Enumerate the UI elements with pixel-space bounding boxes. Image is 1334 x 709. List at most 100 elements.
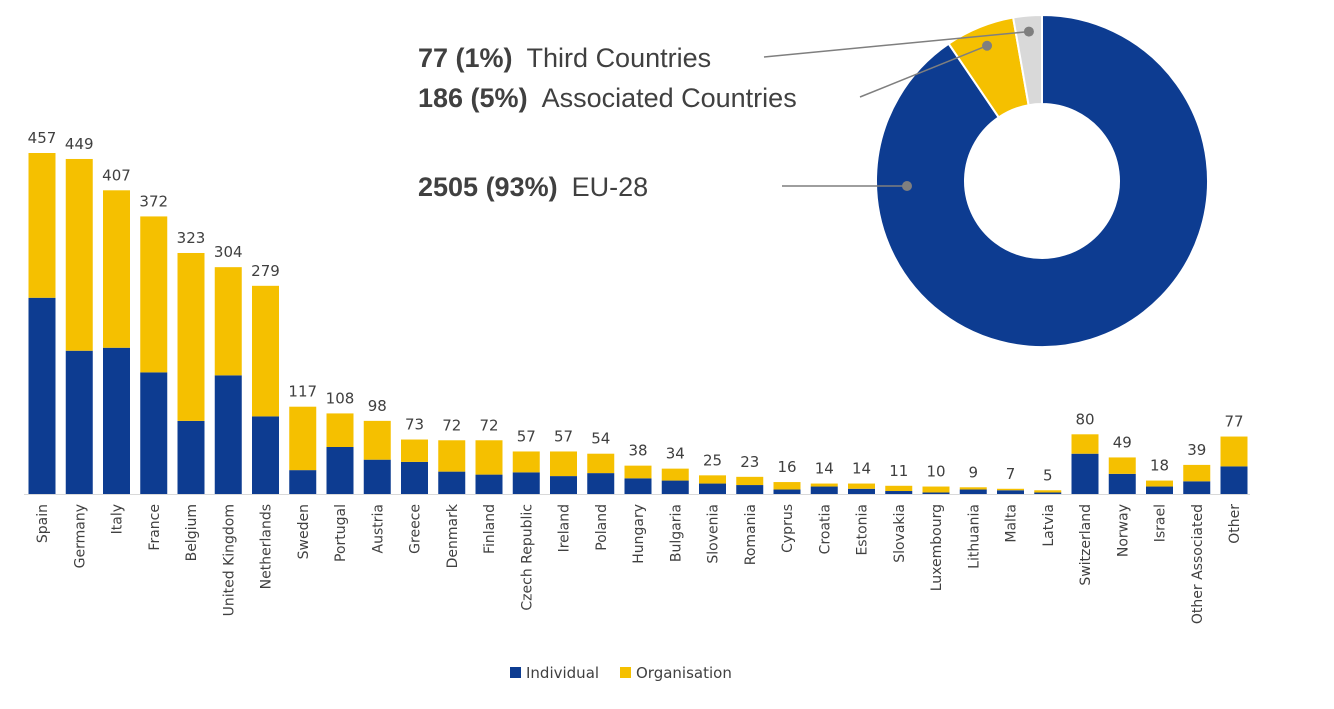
bar-individual-finland [475,474,503,494]
data-label-ireland: 57 [554,427,573,445]
data-label-romania: 23 [740,453,759,471]
data-label-israel: 18 [1150,457,1169,475]
bar-individual-ireland [550,476,577,494]
bar-individual-slovenia [699,483,726,494]
pie-value-label-associated-countries: 186 (5%) [418,83,528,113]
bar-organisation-latvia [1034,490,1062,493]
bar-individual-portugal [326,446,354,494]
data-label-france: 372 [139,192,168,210]
bar-individual-netherlands [252,416,279,494]
bar-organisation-italy [103,190,130,348]
bar-individual-united-kingdom [214,375,242,494]
pie-category-label-eu-28: EU-28 [572,172,649,202]
tick-label-denmark: Denmark [445,503,461,568]
bar-individual-malta [997,490,1024,494]
bar-individual-spain [28,297,56,494]
bar-individual-cyprus [773,489,801,494]
bar-individual-greece [401,461,428,494]
tick-label-poland: Poland [594,504,610,551]
bar-organisation-czech-republic [512,451,540,473]
bar-organisation-hungary [624,465,652,479]
bar-individual-norway [1108,473,1136,494]
data-label-germany: 449 [65,135,94,153]
tick-label-greece: Greece [408,504,424,554]
tick-label-italy: Italy [110,504,126,534]
data-label-greece: 73 [405,416,424,434]
data-label-latvia: 5 [1043,466,1053,484]
leader-dot-eu-28 [902,181,912,191]
bar-individual-croatia [810,486,838,494]
tick-label-switzerland: Switzerland [1078,504,1094,586]
tick-label-ireland: Ireland [557,504,573,552]
bar-individual-estonia [848,488,875,494]
bar-individual-lithuania [959,489,987,494]
pie-slice-eu-28 [875,13,1209,348]
tick-label-slovenia: Slovenia [706,504,722,564]
bar-organisation-slovakia [885,485,913,492]
data-label-slovenia: 25 [703,451,722,469]
data-label-luxembourg: 10 [926,463,945,481]
bar-organisation-israel [1146,480,1173,487]
bar-organisation-other [1220,436,1248,467]
bar-individual-bulgaria [661,480,689,494]
bar-organisation-croatia [810,483,838,487]
legend-swatch-individual [510,667,521,678]
tick-label-croatia: Croatia [817,504,833,554]
bar-organisation-bulgaria [661,468,689,481]
bar-organisation-finland [475,440,503,475]
pie-value-label-eu-28: 2505 (93%) [418,172,558,202]
bar-organisation-poland [587,453,615,474]
bar-organisation-other-associated [1183,464,1211,482]
tick-label-portugal: Portugal [333,504,349,562]
leader-dot-associated-countries [982,40,993,51]
data-label-poland: 54 [591,430,610,448]
tick-label-austria: Austria [370,504,386,553]
bar-organisation-germany [65,158,93,351]
bar-organisation-portugal [326,413,354,447]
data-label-other-associated: 39 [1187,441,1206,459]
tick-label-latvia: Latvia [1041,504,1057,547]
data-label-other: 77 [1224,413,1243,431]
tick-label-estonia: Estonia [855,504,871,556]
legend-swatch-organisation [620,667,631,678]
data-label-hungary: 38 [628,442,647,460]
bar-organisation-austria [363,420,391,460]
bar-individual-latvia [1034,492,1062,494]
legend-label-individual: Individual [526,664,599,682]
tick-label-france: France [147,504,163,551]
leader-line-third-countries [763,30,1029,58]
data-label-slovakia: 11 [889,462,908,480]
tick-label-cyprus: Cyprus [780,504,796,553]
bar-organisation-ireland [550,451,577,477]
bar-organisation-spain [28,153,56,298]
bar-individual-denmark [438,471,466,494]
data-label-spain: 457 [28,129,57,147]
bar-organisation-malta [997,488,1024,491]
bar-organisation-denmark [438,440,466,472]
bar-individual-other-associated [1183,481,1211,494]
bar-individual-slovakia [885,491,913,494]
data-label-estonia: 14 [852,460,871,478]
data-label-denmark: 72 [442,416,461,434]
bar-individual-belgium [177,420,205,494]
bar-individual-italy [103,347,130,494]
data-label-sweden: 117 [288,383,317,401]
tick-label-czech-republic: Czech Republic [519,504,535,611]
bar-individual-israel [1146,486,1173,494]
bar-individual-germany [65,350,93,494]
bar-organisation-netherlands [252,285,279,417]
bar-individual-austria [363,459,391,494]
data-label-netherlands: 279 [251,262,280,280]
tick-label-norway: Norway [1115,504,1131,557]
pie-category-label-third-countries: Third Countries [527,43,712,73]
tick-label-romania: Romania [743,504,759,565]
bar-organisation-switzerland [1071,434,1099,454]
bar-individual-france [140,372,168,494]
data-label-switzerland: 80 [1075,410,1094,428]
tick-label-lithuania: Lithuania [966,504,982,569]
data-label-belgium: 323 [177,229,206,247]
tick-label-other: Other [1227,504,1243,544]
leader-dot-third-countries [1023,26,1034,37]
